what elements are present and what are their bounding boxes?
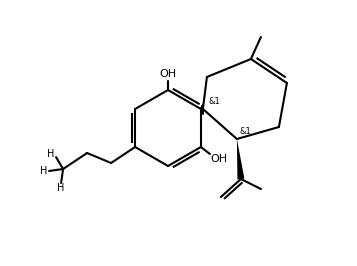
Text: H: H <box>40 166 48 176</box>
Text: OH: OH <box>160 69 177 79</box>
Text: &1: &1 <box>209 97 221 106</box>
Polygon shape <box>237 139 245 179</box>
Text: H: H <box>47 149 55 159</box>
Text: &1: &1 <box>240 127 252 135</box>
Text: H: H <box>57 183 65 193</box>
Text: OH: OH <box>210 154 227 164</box>
